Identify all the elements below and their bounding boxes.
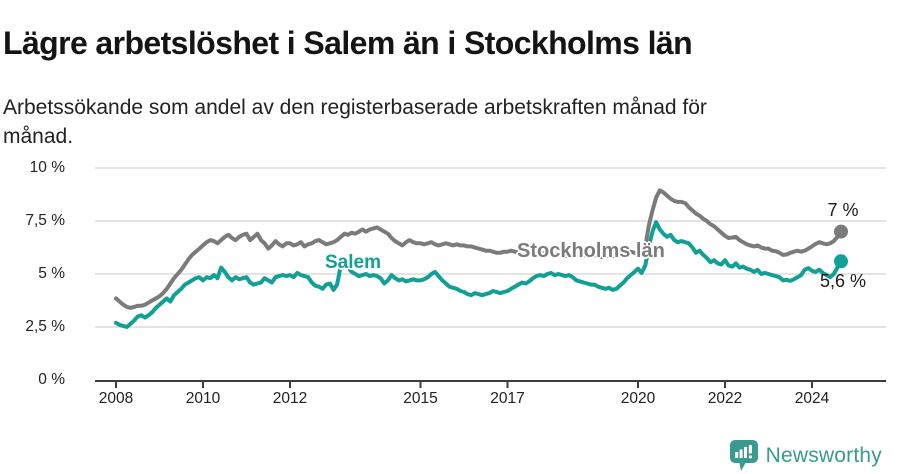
y-tick-label: 10 %: [29, 159, 65, 176]
y-tick-label: 5 %: [38, 265, 65, 282]
newsworthy-bubble-chart-icon: [729, 440, 758, 471]
y-tick-label: 2,5 %: [25, 318, 65, 335]
series-end-dot: [834, 254, 848, 269]
chart-title: Lägre arbetslöshet i Salem än i Stockhol…: [3, 25, 693, 62]
x-tick-label: 2012: [272, 390, 308, 407]
newsworthy-logo[interactable]: Newsworthy: [729, 440, 882, 471]
end-value-label-salem: 5,6 %: [819, 271, 867, 291]
x-tick-label: 2024: [794, 390, 830, 407]
x-tick-label: 2010: [185, 390, 221, 407]
y-tick-label: 0 %: [38, 371, 65, 388]
x-tick-label: 2017: [490, 390, 525, 407]
series-line: [114, 220, 843, 329]
x-tick-label: 2022: [707, 390, 743, 407]
newsworthy-wordmark: Newsworthy: [765, 443, 882, 467]
series-line: [114, 188, 843, 310]
series-label-salem: Salem: [325, 252, 381, 273]
y-tick-label: 7,5 %: [25, 212, 65, 229]
x-tick-label: 2008: [98, 390, 134, 407]
series-label-stockholms-lan: Stockholms län: [517, 240, 665, 262]
x-tick-label: 2020: [620, 390, 656, 407]
x-tick-label: 2015: [403, 390, 438, 407]
end-value-label-stockholms-lan: 7 %: [827, 200, 859, 220]
chart-subtitle: Arbetssökande som andel av den registerb…: [3, 96, 707, 148]
series-end-dot: [834, 224, 848, 239]
